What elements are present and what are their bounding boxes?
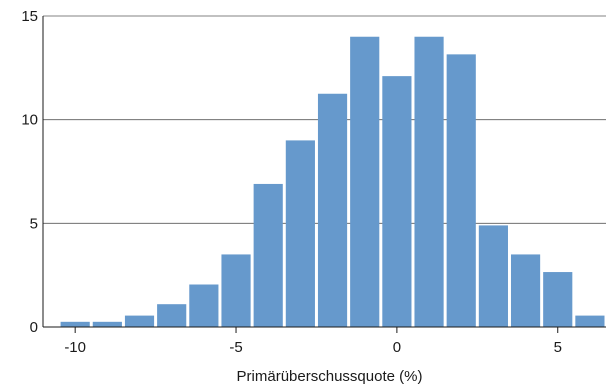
- x-axis-title: Primärüberschussquote (%): [237, 368, 423, 385]
- x-tick-label-5: 5: [554, 339, 562, 356]
- histogram-bar-2: [124, 315, 155, 327]
- histogram-bar-10: [382, 76, 412, 327]
- histogram-bars: [60, 36, 605, 328]
- histogram-bar-16: [575, 315, 605, 327]
- y-tick-label-5: 5: [30, 215, 38, 232]
- histogram-bar-15: [543, 272, 573, 327]
- x-tick-label--5: -5: [229, 339, 242, 356]
- histogram-bar-9: [350, 36, 380, 327]
- x-tick-label--10: -10: [64, 339, 86, 356]
- histogram-bar-3: [157, 304, 187, 327]
- y-tick-label-10: 10: [21, 112, 38, 129]
- histogram-bar-13: [478, 225, 508, 327]
- histogram-bar-4: [189, 284, 219, 327]
- x-tick-label-0: 0: [393, 339, 401, 356]
- axes: 0 5 10 15 -10 -5 0 5: [21, 8, 606, 356]
- histogram-bar-12: [446, 54, 476, 328]
- y-tick-label-0: 0: [30, 319, 38, 336]
- histogram-bar-7: [285, 140, 315, 327]
- histogram-bar-6: [253, 183, 283, 327]
- histogram-bar-14: [510, 254, 541, 327]
- histogram-bar-1: [92, 321, 122, 327]
- histogram-bar-11: [414, 36, 444, 327]
- y-tick-label-15: 15: [21, 8, 38, 25]
- histogram-bar-5: [221, 254, 251, 327]
- histogram-bar-8: [317, 93, 348, 327]
- histogram-bar-0: [60, 321, 90, 327]
